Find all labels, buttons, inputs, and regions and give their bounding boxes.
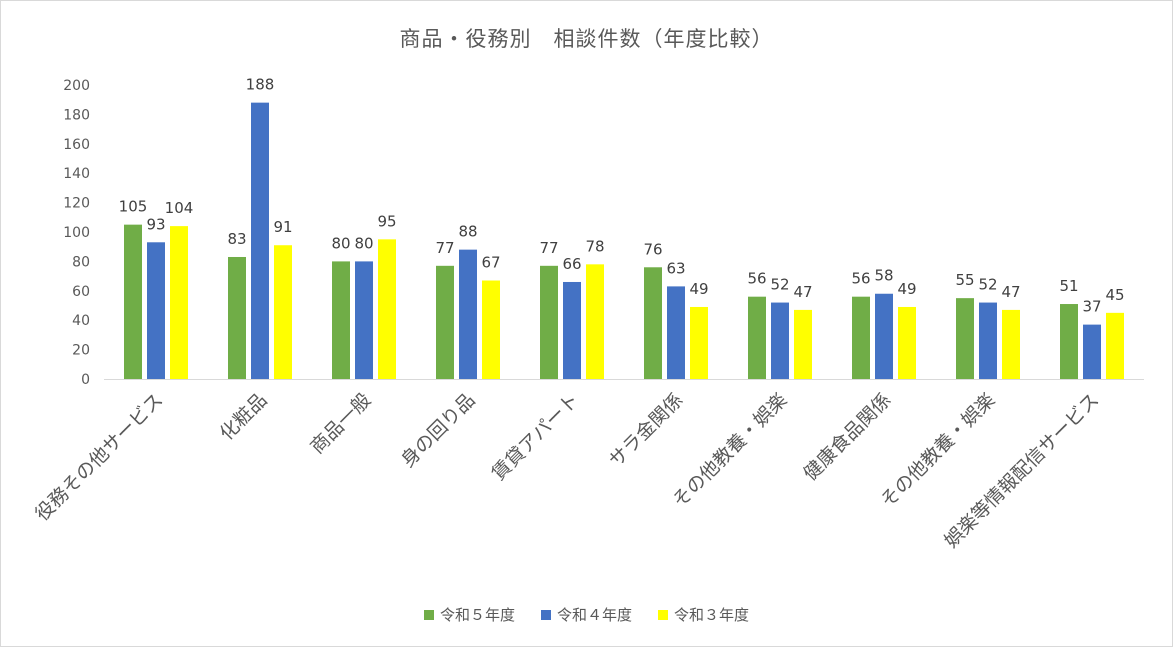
data-label: 49 bbox=[689, 280, 708, 298]
data-label: 67 bbox=[481, 254, 500, 272]
bar bbox=[378, 239, 396, 379]
bar bbox=[690, 306, 708, 379]
data-label: 91 bbox=[273, 218, 292, 236]
y-tick-label: 80 bbox=[72, 254, 90, 270]
data-label: 63 bbox=[666, 259, 685, 277]
category-label: 賃貸アパート bbox=[488, 389, 584, 485]
data-label: 56 bbox=[851, 270, 870, 288]
data-label: 55 bbox=[955, 271, 974, 289]
bar bbox=[274, 245, 292, 379]
bar bbox=[794, 309, 812, 379]
bar bbox=[875, 293, 893, 379]
bar bbox=[956, 298, 974, 379]
y-tick-label: 180 bbox=[63, 107, 90, 123]
bar bbox=[748, 296, 766, 379]
data-label: 93 bbox=[146, 215, 165, 233]
bar bbox=[1083, 324, 1101, 379]
data-label: 77 bbox=[435, 239, 454, 257]
category-label: その他教養・娯楽 bbox=[876, 389, 999, 512]
legend-label: 令和３年度 bbox=[674, 606, 750, 624]
bar bbox=[170, 226, 188, 379]
category-label: 身の回り品 bbox=[397, 389, 480, 472]
bar bbox=[563, 281, 581, 379]
y-tick-label: 120 bbox=[63, 196, 90, 212]
bar bbox=[147, 242, 165, 379]
bar bbox=[1106, 312, 1124, 379]
legend-swatch bbox=[658, 609, 668, 620]
data-label: 49 bbox=[897, 280, 916, 298]
data-label: 37 bbox=[1082, 298, 1101, 316]
legend-label: 令和５年度 bbox=[439, 606, 515, 624]
data-label: 105 bbox=[119, 198, 148, 216]
bar bbox=[771, 302, 789, 379]
category-label: 化粧品 bbox=[216, 389, 272, 445]
category-label: その他教養・娯楽 bbox=[668, 389, 791, 512]
legend-swatch bbox=[540, 609, 551, 620]
bar bbox=[540, 265, 558, 379]
bar bbox=[251, 102, 269, 379]
y-tick-label: 40 bbox=[72, 313, 90, 329]
data-label: 78 bbox=[585, 237, 604, 255]
data-label: 80 bbox=[331, 234, 350, 252]
legend-label: 令和４年度 bbox=[556, 606, 632, 624]
bar bbox=[482, 280, 500, 379]
data-label: 52 bbox=[978, 276, 997, 294]
data-label: 56 bbox=[747, 270, 766, 288]
data-label: 104 bbox=[165, 199, 194, 217]
legend-item: 令和４年度 bbox=[540, 604, 632, 625]
bar bbox=[979, 302, 997, 379]
data-label: 51 bbox=[1059, 277, 1078, 295]
bar bbox=[355, 261, 373, 379]
bar bbox=[124, 224, 142, 379]
data-label: 80 bbox=[354, 234, 373, 252]
data-label: 47 bbox=[1001, 283, 1020, 301]
bar bbox=[586, 264, 604, 379]
y-tick-label: 200 bbox=[63, 78, 90, 94]
bar bbox=[898, 306, 916, 379]
data-label: 83 bbox=[227, 230, 246, 248]
bar bbox=[228, 256, 246, 379]
data-label: 77 bbox=[539, 239, 558, 257]
data-label: 47 bbox=[793, 283, 812, 301]
category-label: 健康食品関係 bbox=[799, 389, 895, 485]
data-label: 95 bbox=[377, 212, 396, 230]
bar bbox=[1060, 304, 1078, 379]
legend-item: 令和３年度 bbox=[658, 604, 749, 625]
y-tick-label: 140 bbox=[63, 166, 90, 182]
bar bbox=[644, 267, 662, 379]
bar bbox=[852, 296, 870, 379]
data-label: 45 bbox=[1105, 286, 1124, 304]
data-label: 76 bbox=[643, 240, 662, 258]
y-tick-label: 20 bbox=[72, 343, 90, 359]
y-tick-label: 60 bbox=[72, 284, 90, 300]
bar bbox=[459, 249, 477, 379]
y-tick-label: 160 bbox=[63, 137, 90, 153]
bar bbox=[1002, 309, 1020, 379]
legend-swatch bbox=[423, 609, 434, 620]
bar bbox=[436, 265, 454, 379]
bar bbox=[667, 286, 685, 379]
data-label: 58 bbox=[874, 267, 893, 285]
data-label: 188 bbox=[246, 76, 275, 94]
legend-item: 令和５年度 bbox=[423, 604, 515, 625]
category-label: サラ金関係 bbox=[605, 389, 688, 472]
data-label: 66 bbox=[562, 255, 581, 273]
y-tick-label: 0 bbox=[81, 372, 90, 388]
data-label: 52 bbox=[770, 276, 789, 294]
category-label: 役務その他サービス bbox=[31, 389, 167, 525]
category-label: 商品一般 bbox=[306, 389, 375, 458]
data-label: 88 bbox=[458, 223, 477, 241]
bar bbox=[332, 261, 350, 379]
y-tick-label: 100 bbox=[63, 225, 90, 241]
chart-legend: 令和５年度 令和４年度 令和３年度 bbox=[1, 604, 1172, 625]
chart-title: 商品・役務別 相談件数（年度比較） bbox=[399, 27, 774, 51]
